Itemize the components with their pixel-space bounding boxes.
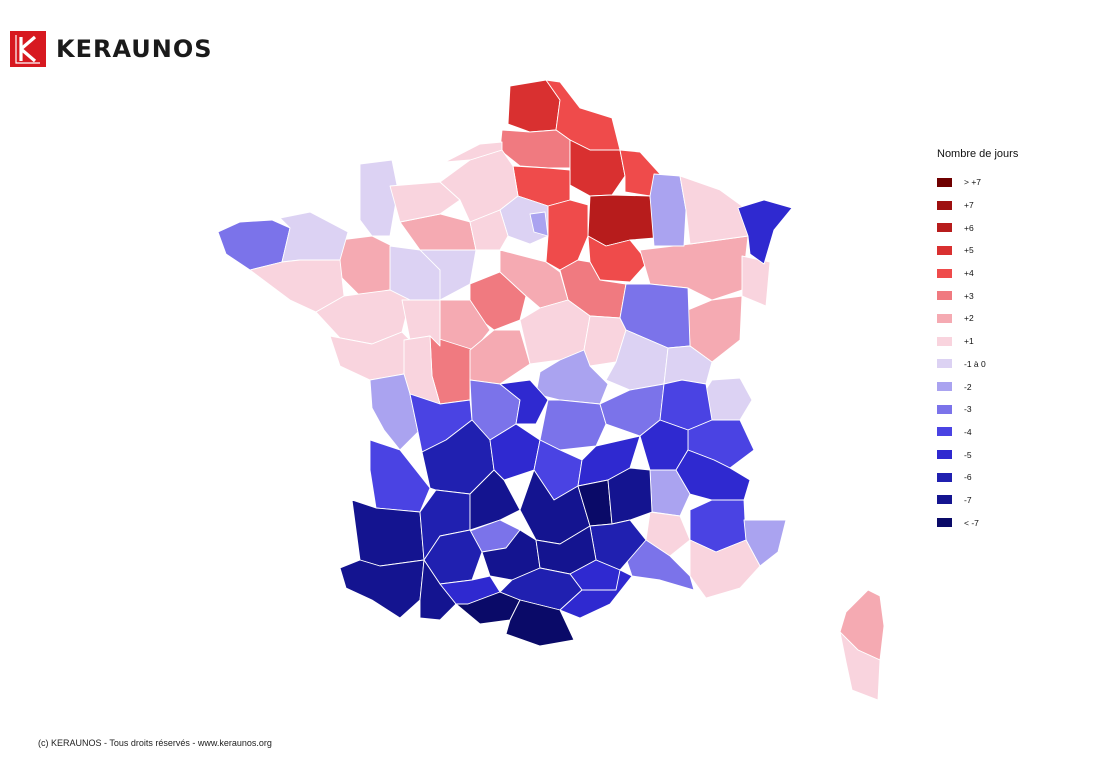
legend-swatch xyxy=(937,336,952,346)
legend-item: +5 xyxy=(937,239,1018,262)
legend-title: Nombre de jours xyxy=(937,148,1019,160)
legend-item: +4 xyxy=(937,262,1018,285)
keraunos-k-logo-icon xyxy=(10,31,46,67)
legend-item: -1 à 0 xyxy=(937,353,1018,376)
department xyxy=(444,141,503,163)
department xyxy=(419,249,477,301)
legend-swatch xyxy=(937,382,952,392)
legend-swatch xyxy=(937,313,952,323)
department xyxy=(529,211,549,237)
department xyxy=(339,559,425,619)
department xyxy=(369,439,431,513)
department xyxy=(741,255,771,307)
legend-item: +2 xyxy=(937,307,1018,330)
department xyxy=(645,511,691,557)
legend-swatch xyxy=(937,177,952,187)
legend-label: -1 à 0 xyxy=(964,358,986,369)
department xyxy=(389,181,461,223)
legend-swatch xyxy=(937,518,952,528)
department xyxy=(559,569,633,619)
department xyxy=(469,209,509,251)
department xyxy=(619,539,695,591)
department xyxy=(539,399,607,451)
department xyxy=(499,379,549,425)
legend-swatch xyxy=(937,450,952,460)
legend-label: -7 xyxy=(964,494,972,505)
department xyxy=(249,259,345,313)
legend-label: +3 xyxy=(964,290,974,301)
legend-label: -5 xyxy=(964,449,972,460)
department xyxy=(839,631,881,701)
copyright-text: (c) KERAUNOS - Tous droits réservés - ww… xyxy=(38,738,272,748)
department xyxy=(359,159,399,237)
legend-label: +2 xyxy=(964,313,974,324)
legend-item: +3 xyxy=(937,284,1018,307)
legend-label: > +7 xyxy=(964,177,982,188)
legend-swatch xyxy=(937,268,952,278)
legend-label: -4 xyxy=(964,426,972,437)
legend-label: +1 xyxy=(964,336,974,347)
legend-item: +1 xyxy=(937,330,1018,353)
legend-item: -4 xyxy=(937,421,1018,444)
department xyxy=(679,175,749,245)
legend-item: -5 xyxy=(937,443,1018,466)
legend-label: +7 xyxy=(964,200,974,211)
legend-item: > +7 xyxy=(937,171,1018,194)
department xyxy=(743,519,787,567)
department xyxy=(339,235,393,297)
legend-label: +5 xyxy=(964,245,974,256)
legend-item: +6 xyxy=(937,216,1018,239)
department xyxy=(587,194,656,247)
legend-swatch xyxy=(937,404,952,414)
map-legend: Nombre de jours > +7 +7 +6 +5 +4 +3 +2 +1 -1 à 0… xyxy=(937,148,1018,534)
department xyxy=(649,173,687,247)
legend-item: -7 xyxy=(937,489,1018,512)
legend-item: < -7 xyxy=(937,511,1018,534)
legend-item: +7 xyxy=(937,194,1018,217)
department xyxy=(369,373,419,451)
department xyxy=(401,299,441,347)
legend-item: -3 xyxy=(937,398,1018,421)
legend-label: +4 xyxy=(964,268,974,279)
department xyxy=(545,199,589,271)
legend-swatch xyxy=(937,359,952,369)
department xyxy=(279,211,349,263)
legend-swatch xyxy=(937,245,952,255)
legend-item: -6 xyxy=(937,466,1018,489)
legend-swatch xyxy=(937,223,952,233)
legend-label: -3 xyxy=(964,404,972,415)
legend-swatch xyxy=(937,291,952,301)
legend-label: +6 xyxy=(964,222,974,233)
legend-label: < -7 xyxy=(964,517,979,528)
department xyxy=(505,599,575,647)
brand-name: KERAUNOS xyxy=(56,35,213,63)
legend-swatch xyxy=(937,495,952,505)
legend-label: -2 xyxy=(964,381,972,392)
department xyxy=(737,199,793,265)
legend-item: -2 xyxy=(937,375,1018,398)
legend-swatch xyxy=(937,472,952,482)
department xyxy=(689,539,761,599)
legend-label: -6 xyxy=(964,472,972,483)
legend-swatch xyxy=(937,200,952,210)
department xyxy=(607,467,653,525)
legend-swatch xyxy=(937,427,952,437)
brand-logo: KERAUNOS xyxy=(10,31,213,67)
